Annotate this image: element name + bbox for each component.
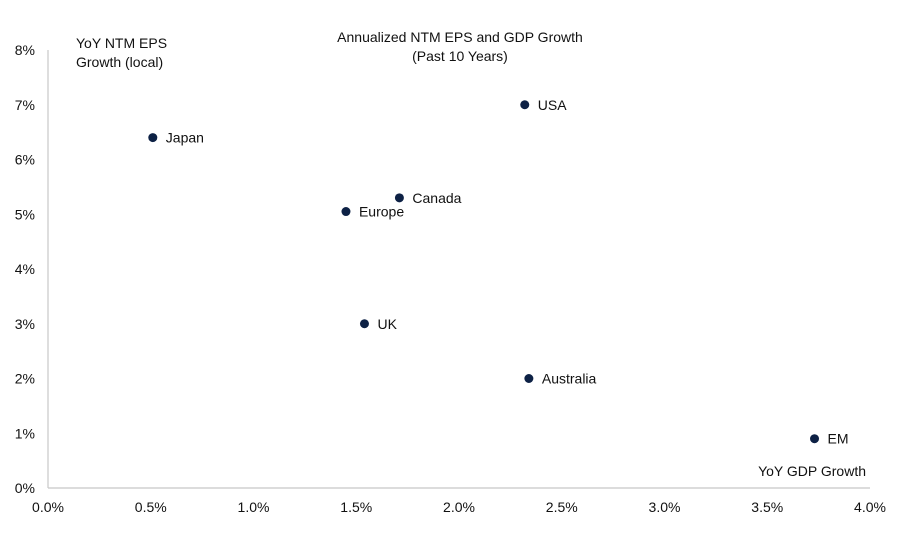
point-japan <box>148 133 158 143</box>
point-label-canada: Canada <box>412 190 461 206</box>
y-tick-label: 4% <box>15 261 35 277</box>
point-usa <box>520 100 530 110</box>
point-uk <box>359 319 369 329</box>
x-tick-label: 4.0% <box>854 499 886 515</box>
point-europe <box>341 207 351 217</box>
y-tick-label: 8% <box>15 42 35 58</box>
point-label-europe: Europe <box>359 204 404 220</box>
point-label-usa: USA <box>538 97 567 113</box>
x-tick-label: 1.0% <box>238 499 270 515</box>
point-label-uk: UK <box>377 316 397 332</box>
x-tick-label: 0.0% <box>32 499 64 515</box>
point-label-japan: Japan <box>166 130 204 146</box>
y-tick-label: 1% <box>15 425 35 441</box>
y-axis-label-line1: YoY NTM EPS <box>76 35 167 51</box>
x-tick-label: 0.5% <box>135 499 167 515</box>
x-axis-label: YoY GDP Growth <box>758 463 866 479</box>
x-tick-label: 2.5% <box>546 499 578 515</box>
chart-title-line2: (Past 10 Years) <box>412 48 508 64</box>
x-tick-label: 3.0% <box>649 499 681 515</box>
x-tick-label: 3.5% <box>751 499 783 515</box>
point-em <box>810 434 820 444</box>
y-tick-label: 3% <box>15 316 35 332</box>
y-tick-label: 6% <box>15 152 35 168</box>
x-tick-label: 1.5% <box>340 499 372 515</box>
y-tick-label: 2% <box>15 371 35 387</box>
y-axis-label-line2: Growth (local) <box>76 54 163 70</box>
y-tick-label: 7% <box>15 97 35 113</box>
chart-title-line1: Annualized NTM EPS and GDP Growth <box>337 29 583 45</box>
point-australia <box>524 374 534 383</box>
point-label-australia: Australia <box>542 371 597 387</box>
point-label-em: EM <box>828 431 849 447</box>
point-canada <box>394 193 404 203</box>
y-tick-label: 0% <box>15 480 35 496</box>
x-tick-label: 2.0% <box>443 499 475 515</box>
y-tick-label: 5% <box>15 206 35 222</box>
